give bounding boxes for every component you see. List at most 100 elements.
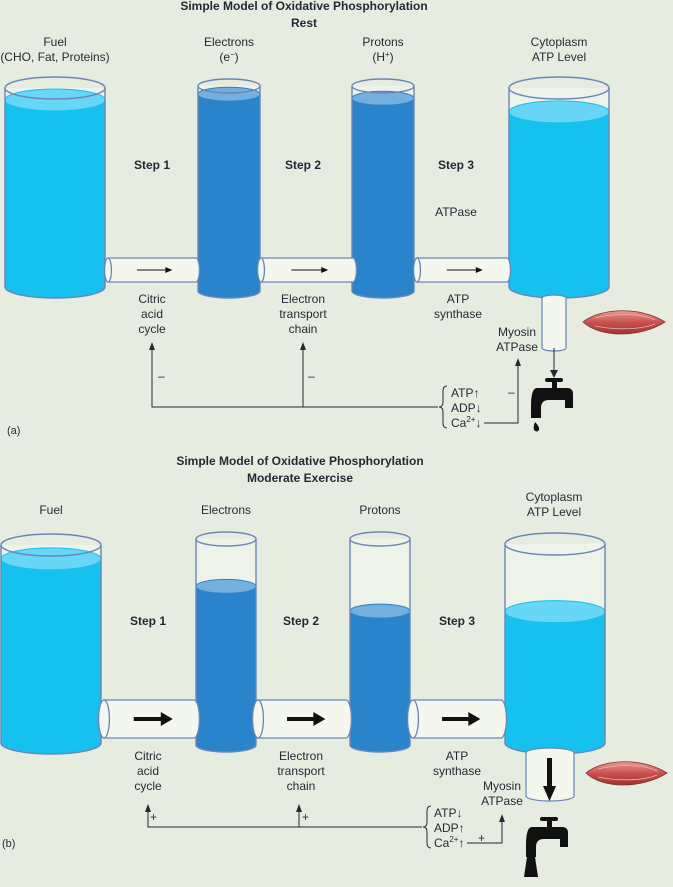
- step-1-label-b: Step 1: [130, 614, 166, 628]
- electrons-label-b: Electrons: [201, 503, 251, 517]
- electrons-tank: [197, 78, 261, 299]
- citric-label-1-b: Citric: [134, 749, 161, 763]
- faucet-icon-b: [524, 817, 568, 881]
- panel-b: Simple Model of Oxidative Phosphorylatio…: [0, 454, 668, 881]
- step-3-label-b: Step 3: [439, 614, 475, 628]
- protons-label-b: Protons: [359, 503, 400, 517]
- atp-level-label-b: ATP Level: [527, 505, 581, 519]
- water-surface: [349, 603, 411, 619]
- adp-regulator: ADP↓: [451, 401, 482, 415]
- cytoplasm-atp-tank-b: [504, 532, 606, 755]
- electron-transport-pipe-b: [251, 699, 353, 739]
- citric-label-2: acid: [141, 307, 163, 321]
- citric-label-3-b: cycle: [134, 779, 162, 793]
- water-body: [505, 611, 605, 754]
- cytoplasm-label-b: Cytoplasm: [526, 490, 583, 504]
- tank-rim: [508, 76, 610, 100]
- panel-b-title: Simple Model of Oxidative Phosphorylatio…: [176, 454, 423, 468]
- feedback-lines: [151, 348, 519, 424]
- step-2-label-b: Step 2: [283, 614, 319, 628]
- water-body: [509, 111, 609, 298]
- flow-arrow-head: [468, 712, 481, 726]
- pipe-end: [103, 257, 113, 283]
- flow-arrow-head: [165, 267, 173, 273]
- feedback-sign-2: –: [308, 369, 315, 383]
- water-surface: [504, 600, 606, 624]
- flow-arrow-head: [313, 712, 326, 726]
- tank-rim: [197, 78, 261, 94]
- water-body: [350, 611, 410, 752]
- water-body: [5, 99, 105, 298]
- protons-label: Protons: [362, 35, 403, 49]
- atp-regulator: ATP↑: [451, 386, 479, 400]
- feedback-arrowheads: [149, 342, 521, 366]
- flow-arrow-shaft: [133, 717, 163, 721]
- tank-rim: [351, 78, 415, 94]
- myosin-drain-tube: [541, 294, 567, 378]
- tank-outline: [0, 545, 102, 755]
- etc-label-1-b: Electron: [279, 749, 323, 763]
- panel-b-subtitle: Moderate Exercise: [247, 471, 353, 485]
- tank-rim: [4, 76, 106, 100]
- myosin-label-2-b: ATPase: [481, 794, 523, 808]
- atpase-label: ATPase: [435, 205, 477, 219]
- synthase-label-1-b: ATP: [446, 749, 468, 763]
- water-body: [198, 94, 260, 298]
- feedback-lines-b: [147, 810, 503, 844]
- flow-arrow-shaft: [442, 717, 471, 721]
- water-body: [1, 558, 101, 754]
- feedback-arrowheads-b: [145, 804, 505, 822]
- tank-outline: [195, 539, 257, 753]
- atp-regulator-b: ATP↓: [434, 806, 462, 820]
- panel-a-label: (a): [7, 425, 20, 437]
- tank-rim: [504, 532, 606, 556]
- electrons-sublabel: (e−): [219, 50, 238, 64]
- feedback-sign-1-b: +: [150, 810, 157, 824]
- calcium-regulator-b: Ca2+↑: [434, 835, 464, 850]
- fuel-sublabel: (CHO, Fat, Proteins): [0, 50, 109, 64]
- citric-acid-pipe: [103, 257, 201, 283]
- regulators-bracket: [438, 385, 448, 429]
- muscle-icon: [582, 310, 666, 335]
- calcium-regulator: Ca2+↓: [451, 415, 481, 430]
- tank-rim: [349, 531, 411, 547]
- cytoplasm-atp-tank: [508, 76, 610, 299]
- flow-arrow-head: [475, 267, 483, 273]
- tank-outline: [197, 86, 261, 299]
- electron-transport-pipe: [256, 257, 358, 283]
- pipe-end: [412, 257, 422, 283]
- myosin-drain-tube-b: [525, 747, 575, 802]
- tank-outline: [351, 86, 415, 299]
- tank-outline: [349, 539, 411, 753]
- etc-label-3-b: chain: [287, 779, 316, 793]
- feedback-sign-3-b: +: [478, 831, 485, 845]
- synthase-label-2-b: synthase: [433, 764, 481, 778]
- step-3-label: Step 3: [438, 158, 474, 172]
- myosin-label-1: Myosin: [498, 325, 536, 339]
- water-surface: [197, 86, 261, 102]
- regulators-bracket-b: [422, 805, 432, 849]
- water-body: [352, 98, 414, 298]
- tank-outline: [4, 88, 106, 299]
- feedback-sign-1: –: [158, 369, 165, 383]
- citric-acid-pipe-b: [97, 699, 201, 739]
- panel-a-subtitle: Rest: [291, 16, 317, 30]
- pipe-end: [406, 699, 420, 739]
- protons-tank: [351, 78, 415, 299]
- myosin-label-1-b: Myosin: [483, 779, 521, 793]
- flow-arrow-head: [160, 712, 173, 726]
- water-surface: [0, 547, 102, 571]
- cytoplasm-label: Cytoplasm: [531, 35, 588, 49]
- feedback-sign-2-b: +: [302, 810, 309, 824]
- muscle-icon-b: [585, 761, 668, 786]
- flow-arrow-head: [321, 267, 329, 273]
- pipe-end: [251, 699, 265, 739]
- myosin-label-2: ATPase: [496, 340, 538, 354]
- fuel-label: Fuel: [43, 35, 66, 49]
- citric-label-1: Citric: [138, 292, 165, 306]
- water-surface: [508, 100, 610, 124]
- citric-label-3: cycle: [138, 322, 166, 336]
- tank-rim: [195, 531, 257, 547]
- flow-arrow-shaft: [287, 717, 316, 721]
